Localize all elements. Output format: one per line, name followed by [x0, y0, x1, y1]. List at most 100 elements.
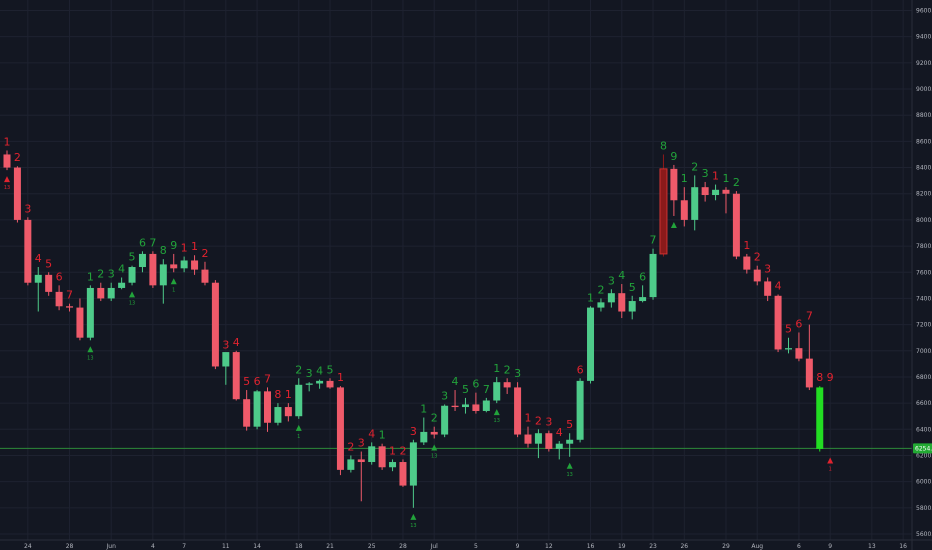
candle-body — [201, 269, 209, 283]
signal-triangle — [670, 221, 677, 228]
candle — [159, 259, 167, 304]
signal-triangle — [170, 278, 177, 285]
candle — [691, 175, 699, 231]
candle-body — [659, 168, 668, 255]
count-label: 7 — [149, 236, 156, 249]
x-tick-label: 29 — [722, 543, 730, 550]
count-label: 5 — [243, 375, 250, 388]
candle — [409, 439, 417, 508]
count-label: 3 — [24, 202, 31, 215]
candle-body — [712, 189, 720, 196]
candle — [3, 150, 11, 171]
count-label: 4 — [316, 365, 323, 378]
y-tick-label: 6800.0 — [916, 374, 932, 381]
x-tick-label: 9 — [828, 543, 832, 550]
signal-label: 1 — [829, 467, 832, 473]
x-tick-label: 16 — [587, 543, 595, 550]
candle-body — [461, 404, 469, 408]
count-label: 5 — [462, 383, 469, 396]
candle-body — [441, 405, 449, 435]
count-label: 3 — [108, 268, 115, 281]
candle-body — [409, 442, 417, 486]
candle — [555, 441, 563, 460]
candle-body — [753, 269, 761, 282]
candle — [576, 378, 584, 443]
count-label: 6 — [795, 317, 802, 330]
candle-body — [118, 282, 126, 288]
candle — [243, 390, 251, 431]
candle-body — [514, 387, 522, 435]
count-label: 1 — [4, 136, 11, 149]
candle-body — [316, 380, 324, 384]
candle — [670, 164, 678, 216]
count-label: 4 — [775, 279, 782, 292]
candle — [774, 294, 782, 353]
candle — [451, 390, 459, 411]
candle — [764, 277, 772, 302]
x-tick-label: 13 — [868, 543, 876, 550]
candle-body — [597, 302, 605, 308]
candle — [232, 350, 240, 401]
candle-body — [24, 219, 32, 283]
x-tick-label: Jun — [106, 543, 117, 550]
candle — [149, 251, 157, 288]
count-label: 1 — [181, 242, 188, 255]
signal-triangle — [493, 409, 500, 416]
candle-body — [159, 264, 167, 286]
count-label: 4 — [452, 375, 459, 388]
y-tick-label: 8000.0 — [916, 217, 932, 224]
candle — [712, 184, 720, 201]
candle-body — [805, 358, 813, 388]
candle — [45, 272, 53, 296]
candle-body — [566, 439, 574, 444]
x-tick-label: 28 — [66, 543, 74, 550]
candle — [201, 261, 209, 286]
count-label: 2 — [754, 251, 761, 264]
x-tick-label: 12 — [545, 543, 553, 550]
candle-body — [326, 380, 334, 388]
candle — [107, 282, 115, 302]
candle-body — [472, 404, 480, 411]
count-label: 1 — [87, 270, 94, 283]
candle-body — [639, 297, 647, 302]
count-label: 8 — [660, 139, 667, 152]
candle — [128, 265, 136, 286]
count-label: 7 — [264, 372, 271, 385]
count-label: 4 — [368, 427, 375, 440]
candle — [545, 430, 553, 452]
y-tick-label: 5600.0 — [916, 531, 932, 538]
y-tick-label: 8400.0 — [916, 165, 932, 172]
count-label: 6 — [639, 270, 646, 283]
candle-body — [587, 307, 595, 381]
candle — [295, 378, 303, 419]
candle — [138, 251, 146, 273]
candle-body — [232, 352, 240, 400]
candle-body — [764, 281, 772, 296]
candle-body — [180, 260, 188, 269]
count-label: 3 — [702, 167, 709, 180]
count-label: 3 — [306, 367, 313, 380]
candle — [399, 459, 407, 487]
candle-body — [680, 200, 688, 220]
candle-body — [399, 462, 407, 486]
count-label: 8 — [274, 388, 281, 401]
candle-body — [378, 446, 386, 468]
candle — [618, 284, 626, 319]
count-label: 1 — [722, 172, 729, 185]
candle-body — [670, 168, 678, 201]
candle-body — [576, 380, 584, 440]
candle — [795, 332, 803, 362]
x-tick-label: 11 — [222, 543, 230, 550]
count-label: 3 — [410, 425, 417, 438]
signal-triangle — [129, 291, 136, 298]
candle — [587, 306, 595, 384]
candle — [253, 390, 261, 430]
count-label: 8 — [160, 244, 167, 257]
x-tick-label: 21 — [0, 543, 1, 550]
count-label: 9 — [170, 239, 177, 252]
x-tick-label: 18 — [295, 543, 303, 550]
x-tick-label: 21 — [326, 543, 334, 550]
y-tick-label: 9000.0 — [916, 86, 932, 93]
candle — [753, 265, 761, 286]
